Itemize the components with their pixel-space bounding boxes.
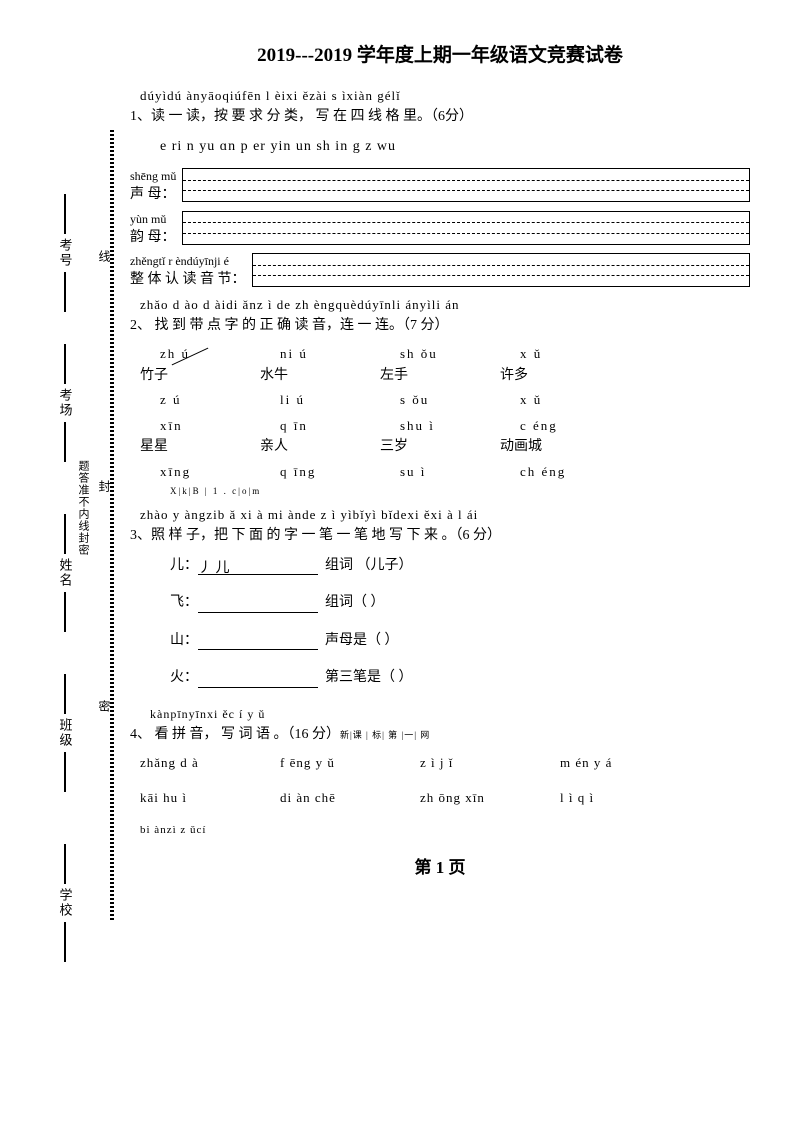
q2-g2-bot: xīng q īng su ì ch éng: [130, 463, 750, 481]
zhengti-label: 整 体 认 读 音 节：: [130, 270, 246, 290]
blank: [198, 634, 318, 650]
label-banji: 班级: [50, 670, 80, 796]
p-zu: z ú: [160, 391, 280, 409]
shengmu-label: 声 母：: [130, 185, 176, 205]
content-area: dúyìdú ànyāoqiúfēn l èixi ězài s ìxiàn g…: [130, 87, 750, 880]
yunmu-pinyin: yùn mǔ: [130, 211, 176, 228]
q3-text: 3、照 样 子，把 下 面 的 字 一 笔 一 笔 地 写 下 来 。（6 分）: [130, 526, 750, 546]
yunmu-label: 韵 母：: [130, 228, 176, 248]
q1-row-yunmu: yùn mǔ 韵 母：: [130, 211, 750, 247]
q3-row-er: 儿：丿 儿 组词 （儿子）: [130, 556, 750, 576]
p-xu: x ǔ: [520, 345, 640, 363]
q4-note: 新|课 | 标| 第 |一| 网: [340, 730, 430, 740]
q3-pinyin: zhào y àngzib ǎ xi à mi ànde z ì yìbǐyì …: [130, 506, 750, 524]
q2-text: 2、 找 到 带 点 字 的 正 确 读 音，连 一 连。（7 分）: [130, 316, 750, 336]
q4-text: 4、 看 拼 音， 写 词 语 。（16 分）新|课 | 标| 第 |一| 网: [130, 725, 750, 745]
xkb-note: X|k|B | 1 . c|o|m: [130, 485, 750, 498]
q4-row1: zhǎng d à f ēng y ǔ z ì j ǐ m én y á: [130, 754, 750, 772]
q2-g1-top: zh ú ni ú sh ǒu x ǔ: [130, 345, 750, 363]
p-ceng: c éng: [520, 417, 640, 435]
h-xingxing: 星星: [140, 437, 260, 457]
p-qing: q īng: [280, 463, 400, 481]
q1-text: 1、读 一 读，按 要 求 分 类， 写 在 四 线 格 里。（6分）: [130, 107, 750, 127]
mark-mi: 密: [96, 700, 113, 712]
q1-letters: e ri n yu ɑn p er yin un sh in g z wu: [130, 137, 750, 157]
q3-row-fei: 飞： 组词（ ）: [130, 593, 750, 613]
fourline-grid: [182, 211, 751, 245]
strokes-er: 丿 儿: [198, 561, 230, 576]
w-menya: m én y á: [560, 754, 700, 772]
blank: [198, 597, 318, 613]
p-sou: s ǒu: [400, 391, 520, 409]
q2-g1-hanzi: 竹子 水牛 左手 许多: [130, 366, 750, 386]
q2-g1-bot: z ú li ú s ǒu x ǔ: [130, 391, 750, 409]
w-zhangda: zhǎng d à: [140, 754, 280, 772]
p-xu2: x ǔ: [520, 391, 640, 409]
label-kaochang: 考场: [50, 340, 80, 466]
zhengti-pinyin: zhěngtǐ r èndúyīnji é: [130, 253, 246, 270]
char-huo: 火：: [170, 670, 198, 685]
char-fei: 飞：: [170, 595, 198, 610]
label-kaohao: 考号: [50, 190, 80, 316]
label-xingming: 姓名: [50, 510, 80, 636]
p-cheng: ch éng: [520, 463, 640, 481]
q3-row-huo: 火： 第三笔是（ ）: [130, 668, 750, 688]
suffix-huo: 第三笔是（ ）: [325, 670, 413, 685]
h-sansui: 三岁: [380, 437, 500, 457]
q1-pinyin: dúyìdú ànyāoqiúfēn l èixi ězài s ìxiàn g…: [130, 87, 750, 105]
page-title: 2019---2019 学年度上期一年级语文竞赛试卷: [130, 40, 750, 67]
p-liu: li ú: [280, 391, 400, 409]
p-xing: xīng: [160, 463, 280, 481]
blank: 丿 儿: [198, 559, 318, 575]
binding-line: [110, 130, 114, 920]
p-qin: q īn: [280, 417, 400, 435]
mark-xian: 线: [96, 250, 113, 262]
fourline-grid: [252, 253, 751, 287]
p-sui: su ì: [400, 463, 520, 481]
w-liqi: l ì q ì: [560, 789, 700, 807]
w-dianche: di àn chē: [280, 789, 420, 807]
h-xuduo: 许多: [500, 366, 620, 386]
fourline-grid: [182, 168, 750, 202]
p-shou: sh ǒu: [400, 345, 520, 363]
q3-row-shan: 山： 声母是（ ）: [130, 631, 750, 651]
q4-row3-pinyin: bi ànzì z ǔcí: [130, 823, 750, 838]
h-zuoshou: 左手: [380, 366, 500, 386]
p-niu: ni ú: [280, 345, 400, 363]
suffix-shan: 声母是（ ）: [325, 633, 399, 648]
h-zhuzi: 竹子: [140, 366, 260, 386]
page-number: 第 1 页: [130, 856, 750, 880]
suffix-fei: 组词（ ）: [325, 595, 385, 610]
h-donghuacheng: 动画城: [500, 437, 620, 457]
w-ziji: z ì j ǐ: [420, 754, 560, 772]
label-xuexiao: 学校: [50, 840, 80, 966]
h-qinren: 亲人: [260, 437, 380, 457]
p-xin: xīn: [160, 417, 280, 435]
shengmu-pinyin: shēng mǔ: [130, 168, 176, 185]
q4-row2: kāi hu ì di àn chē zh ōng xīn l ì q ì: [130, 789, 750, 807]
h-shuiniu: 水牛: [260, 366, 380, 386]
blank: [198, 672, 318, 688]
q4-pinyin: kànpīnyīnxi ěc í y ǔ: [130, 706, 750, 723]
w-fengyu: f ēng y ǔ: [280, 754, 420, 772]
mark-feng: 封: [96, 480, 113, 492]
q1-row-shengmu: shēng mǔ 声 母：: [130, 168, 750, 204]
q1-row-zhengti: zhěngtǐ r èndúyīnji é 整 体 认 读 音 节：: [130, 253, 750, 289]
q2-pinyin: zhǎo d ào d àidi ǎnz ì de zh èngquèdúyīn…: [130, 296, 750, 314]
q2-g2-hanzi: 星星 亲人 三岁 动画城: [130, 437, 750, 457]
p-shui: shu ì: [400, 417, 520, 435]
q2-g2-top: xīn q īn shu ì c éng: [130, 417, 750, 435]
char-shan: 山：: [170, 633, 198, 648]
w-kaihui: kāi hu ì: [140, 789, 280, 807]
suffix-er: 组词 （儿子）: [325, 558, 413, 573]
w-zhongxin: zh ōng xīn: [420, 789, 560, 807]
char-er: 儿：: [170, 558, 198, 573]
